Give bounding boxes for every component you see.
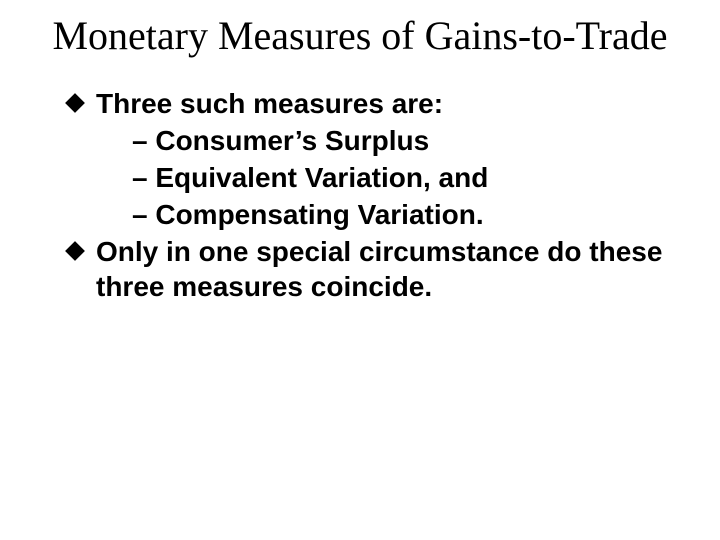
bullet-text: Only in one special circumstance do thes… (96, 236, 662, 302)
bullet-item: Three such measures are: (40, 86, 680, 121)
sub-bullet: – Consumer’s Surplus (40, 123, 680, 158)
diamond-icon (65, 241, 85, 261)
bullet-item: Only in one special circumstance do thes… (40, 234, 680, 304)
sub-bullet: – Compensating Variation. (40, 197, 680, 232)
bullet-text: Three such measures are: (96, 88, 443, 119)
slide-body: Three such measures are: – Consumer’s Su… (40, 86, 680, 304)
slide-title: Monetary Measures of Gains-to-Trade (40, 14, 680, 58)
diamond-icon (65, 93, 85, 113)
slide: Monetary Measures of Gains-to-Trade Thre… (0, 0, 720, 540)
sub-bullet: – Equivalent Variation, and (40, 160, 680, 195)
